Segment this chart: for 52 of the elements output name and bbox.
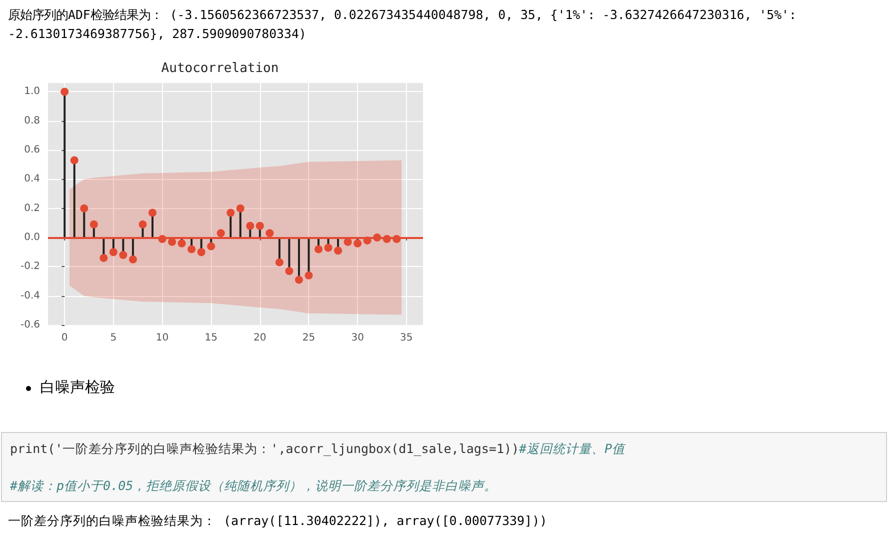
- text: 一阶差分序列的白噪声检验结果为： (array([11.30402222]), array([0.00077339])): [8, 512, 548, 530]
- text: #解读：p值小于0.05，拒绝原假设（纯随机序列），说明一阶差分序列是非白噪声。: [10, 478, 498, 495]
- point: [285, 267, 294, 276]
- x-tick-label: 15: [204, 332, 218, 344]
- text: 白噪声检验: [40, 378, 115, 397]
- point: [100, 254, 108, 262]
- point: [197, 248, 206, 256]
- x-tick-label: 30: [351, 332, 364, 344]
- point: [266, 229, 274, 238]
- y-tick-label: -0.6: [20, 320, 40, 330]
- point: [354, 239, 362, 248]
- x-tick-label: 10: [156, 332, 169, 344]
- point: [109, 248, 118, 256]
- x-tick-label: 25: [302, 332, 316, 344]
- point: [207, 242, 216, 250]
- point: [128, 255, 137, 264]
- point: [178, 239, 186, 248]
- point: [188, 245, 196, 254]
- y-tick-label: 0.4: [24, 174, 40, 185]
- point: [119, 251, 128, 260]
- point: [226, 208, 235, 217]
- point: [334, 246, 342, 255]
- x-tick-label: 0: [61, 332, 68, 344]
- y-tick-label: -0.2: [20, 261, 40, 272]
- point: [60, 88, 69, 96]
- y-tick-label: 1.0: [24, 86, 40, 98]
- text: #返回统计量、P值: [519, 441, 626, 456]
- x-tick-label: 5: [110, 332, 117, 344]
- point: [148, 208, 156, 217]
- point: [294, 276, 303, 284]
- point: [138, 220, 147, 228]
- point: [324, 244, 332, 252]
- chart-title: Autocorrelation: [161, 61, 279, 76]
- point: [216, 229, 225, 238]
- point: [246, 222, 254, 230]
- y-tick-label: -0.4: [20, 290, 40, 302]
- point: [90, 220, 98, 228]
- y-tick-label: 0.2: [24, 202, 40, 214]
- text: 原始序列的ADF检验结果为： (-3.1560562366723537, 0.022673435440048798, 0, 35, {'1%': -3.6327426647230316, '5%': -2.6130173469387756}, 287.5909090780334): [8, 6, 798, 43]
- point: [236, 204, 244, 212]
- point: [70, 156, 78, 164]
- point: [275, 258, 284, 266]
- y-tick-label: 0.0: [24, 232, 40, 244]
- text: print('一阶差分序列的白噪声检验结果为：',acorr_ljungbox(d1_sale,lags=1)): [10, 441, 520, 456]
- point: [80, 204, 88, 212]
- y-tick-label: 0.6: [24, 144, 40, 156]
- point: [314, 245, 323, 254]
- x-tick-label: 35: [400, 332, 413, 344]
- point: [304, 271, 313, 280]
- y-tick-label: 0.8: [24, 115, 40, 126]
- x-tick-label: 20: [254, 332, 266, 344]
- point: [256, 222, 264, 230]
